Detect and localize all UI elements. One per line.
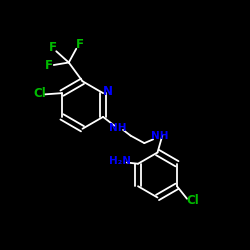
Text: Cl: Cl — [33, 87, 46, 100]
Text: F: F — [48, 41, 56, 54]
Text: NH: NH — [150, 130, 168, 140]
Text: NH: NH — [109, 123, 127, 133]
Text: H₂N: H₂N — [109, 156, 131, 166]
Text: F: F — [45, 58, 53, 71]
Text: N: N — [102, 84, 113, 98]
Text: Cl: Cl — [186, 194, 199, 206]
Text: F: F — [76, 38, 84, 52]
